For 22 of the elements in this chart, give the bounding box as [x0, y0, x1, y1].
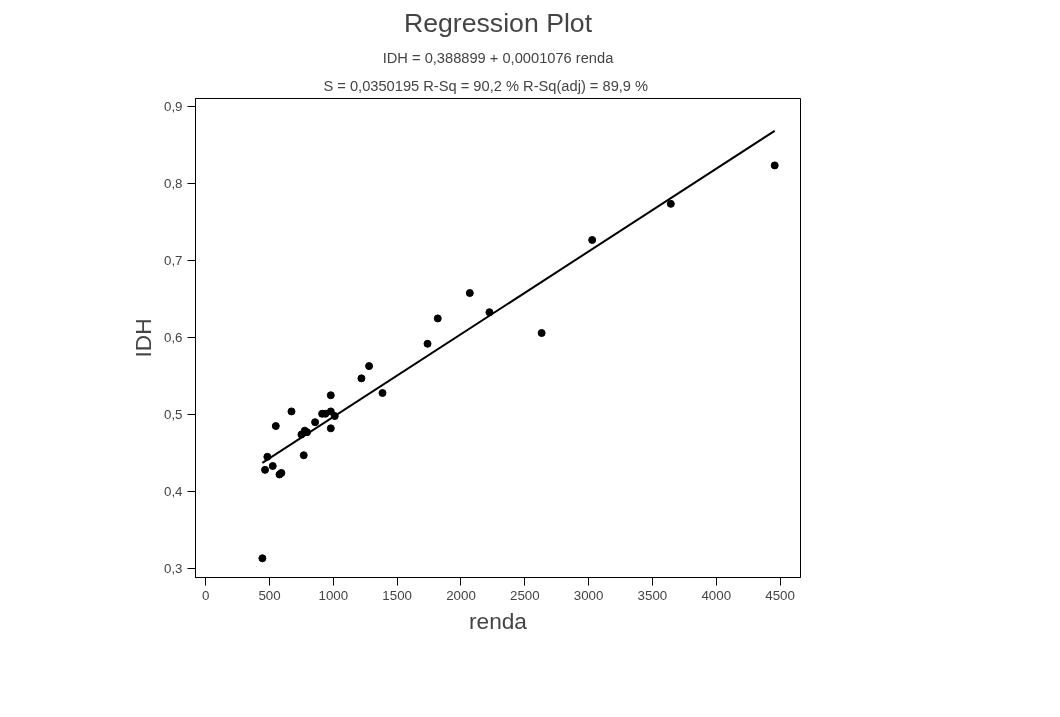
x-tick-label: 0	[202, 587, 210, 603]
chart-subtitle: IDH = 0,388899 + 0,0001076 renda	[382, 49, 615, 66]
x-tick-label: 3500	[637, 587, 668, 603]
y-axis-title: IDH	[129, 318, 156, 358]
y-tick-label: 0,4	[163, 483, 184, 499]
x-tick-label: 1000	[318, 587, 349, 603]
x-tick-label: 500	[258, 587, 281, 603]
x-tick-label: 3000	[573, 587, 604, 603]
x-tick-label: 4500	[765, 587, 795, 603]
y-tick-label: 0,5	[163, 407, 183, 422]
y-tick-label: 0,8	[163, 176, 183, 192]
y-tick-label: 0,6	[163, 330, 183, 346]
text: S = 0,0350195 R-Sq = 90,2 % R-Sq(adj) = 89,9 %	[323, 77, 649, 94]
y-tick-label: 0,7	[163, 253, 183, 269]
x-axis-title: renda	[469, 607, 528, 634]
y-tick-label: 0,9	[163, 99, 183, 115]
x-tick-label: 4000	[701, 587, 732, 603]
x-tick-label: 2500	[509, 587, 540, 603]
x-tick-label: 1500	[382, 587, 412, 603]
y-tick-label: 0,3	[163, 560, 183, 576]
x-tick-label: 2000	[446, 587, 476, 603]
chart-title: Regression Plot	[403, 7, 593, 38]
